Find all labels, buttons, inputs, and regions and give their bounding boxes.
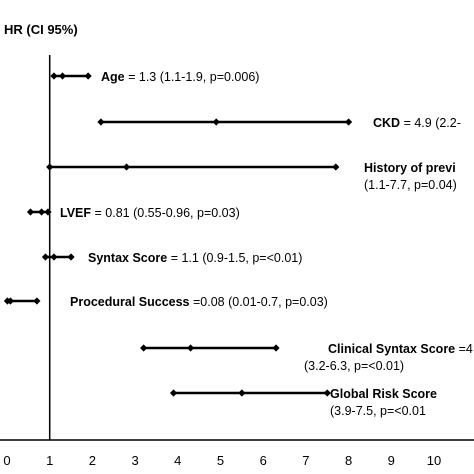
hr-point xyxy=(50,253,58,261)
ci-endpoint xyxy=(50,72,58,80)
row-label-stats: = 1.3 (1.1-1.9, p=0.006) xyxy=(125,70,260,84)
row-label-name: Procedural Success xyxy=(70,295,190,309)
hr-point xyxy=(187,344,195,352)
row-label-stats: =0.08 (0.01-0.7, p=0.03) xyxy=(190,295,328,309)
row-label: Age = 1.3 (1.1-1.9, p=0.006) xyxy=(101,70,259,84)
ci-endpoint xyxy=(84,72,92,80)
ci-endpoint xyxy=(67,253,75,261)
hr-point xyxy=(58,72,67,80)
row-label: Syntax Score = 1.1 (0.9-1.5, p=<0.01) xyxy=(88,251,302,265)
ci-endpoint xyxy=(46,163,54,171)
row-label-name: LVEF xyxy=(60,206,91,220)
forest-row: Procedural Success =0.08 (0.01-0.7, p=0.… xyxy=(3,295,328,309)
hr-point xyxy=(6,297,15,305)
ci-endpoint xyxy=(332,163,340,171)
chart-title: HR (CI 95%) xyxy=(4,22,78,37)
x-tick-label: 3 xyxy=(131,453,138,468)
forest-row: History of previ (1.1-7.7, p=0.04) xyxy=(46,161,457,192)
row-label-stats: = 0.81 (0.55-0.96, p=0.03) xyxy=(91,206,240,220)
ci-endpoint xyxy=(33,297,41,305)
row-label: Global Risk Score xyxy=(330,387,437,401)
x-tick-label: 6 xyxy=(260,453,267,468)
row-label-name: Global Risk Score xyxy=(330,387,437,401)
forest-row: Syntax Score = 1.1 (0.9-1.5, p=<0.01) xyxy=(41,251,302,265)
ci-endpoint xyxy=(323,389,331,397)
row-label-line2: (3.9-7.5, p=<0.01 xyxy=(330,404,426,418)
ci-endpoint xyxy=(26,208,35,216)
forest-rows: Age = 1.3 (1.1-1.9, p=0.006) CKD = 4.9 (2… xyxy=(3,70,474,418)
ci-endpoint xyxy=(140,344,148,352)
x-tick-label: 7 xyxy=(302,453,309,468)
ci-endpoint xyxy=(97,118,105,126)
hr-point xyxy=(238,389,246,397)
row-label-stats: =4.3 xyxy=(455,342,474,356)
hr-point xyxy=(122,163,131,171)
row-label: LVEF = 0.81 (0.55-0.96, p=0.03) xyxy=(60,206,240,220)
row-label-stats: = 1.1 (0.9-1.5, p=<0.01) xyxy=(167,251,302,265)
row-label-name: History of previ xyxy=(364,161,456,175)
row-label-line2: (3.2-6.3, p=<0.01) xyxy=(304,359,404,373)
ci-endpoint xyxy=(345,118,353,126)
ci-endpoint xyxy=(169,389,178,397)
row-label: CKD = 4.9 (2.2- xyxy=(373,116,461,130)
x-tick-label: 9 xyxy=(388,453,395,468)
x-tick-label: 8 xyxy=(345,453,352,468)
row-label: Clinical Syntax Score =4.3 xyxy=(328,342,474,356)
ci-endpoint xyxy=(44,208,52,216)
forest-row: CKD = 4.9 (2.2- xyxy=(97,116,461,130)
row-label: History of previ xyxy=(364,161,456,175)
hr-point xyxy=(212,118,220,126)
x-tick-label: 1 xyxy=(46,453,53,468)
ci-endpoint xyxy=(41,253,50,261)
x-tick-label: 2 xyxy=(89,453,96,468)
row-label-stats: = 4.9 (2.2- xyxy=(400,116,461,130)
hr-point xyxy=(37,208,46,216)
x-tick-label: 10 xyxy=(427,453,441,468)
row-label-name: Clinical Syntax Score xyxy=(328,342,455,356)
forest-row: Global Risk Score (3.9-7.5, p=<0.01 xyxy=(169,387,437,418)
x-tick-label: 5 xyxy=(217,453,224,468)
row-label: Procedural Success =0.08 (0.01-0.7, p=0.… xyxy=(70,295,328,309)
row-label-name: CKD xyxy=(373,116,400,130)
x-tick-label: 0 xyxy=(3,453,10,468)
row-label-line2: (1.1-7.7, p=0.04) xyxy=(364,178,457,192)
row-label-name: Age xyxy=(101,70,125,84)
forest-row: LVEF = 0.81 (0.55-0.96, p=0.03) xyxy=(26,206,240,220)
forest-row: Clinical Syntax Score =4.3 (3.2-6.3, p=<0… xyxy=(140,342,474,373)
x-tick-label: 4 xyxy=(174,453,181,468)
row-label-name: Syntax Score xyxy=(88,251,167,265)
x-axis-ticks: 0 1 2 3 4 5 6 7 8 9 10 xyxy=(3,453,441,468)
ci-endpoint xyxy=(272,344,280,352)
forest-row: Age = 1.3 (1.1-1.9, p=0.006) xyxy=(50,70,259,84)
